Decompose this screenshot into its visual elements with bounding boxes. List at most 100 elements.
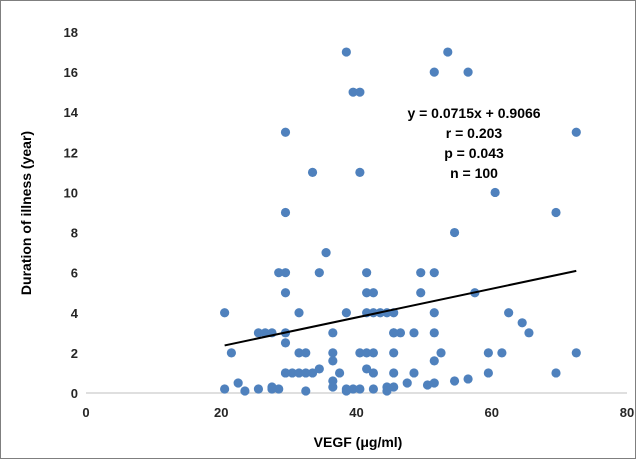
- data-point: [355, 348, 365, 358]
- data-point: [429, 67, 439, 77]
- data-point: [389, 328, 399, 338]
- data-point: [355, 87, 365, 97]
- data-point: [287, 368, 297, 378]
- data-point: [551, 368, 561, 378]
- y-tick-label: 8: [71, 226, 78, 241]
- data-point: [362, 268, 372, 278]
- data-point: [402, 378, 412, 388]
- data-point: [524, 328, 534, 338]
- data-point: [341, 308, 351, 318]
- data-point: [240, 386, 250, 396]
- data-point: [395, 328, 406, 338]
- x-tick-label: 0: [82, 405, 89, 420]
- data-point: [355, 384, 365, 394]
- data-point: [328, 348, 338, 358]
- annotation-p: p = 0.043: [444, 145, 504, 161]
- data-point: [497, 348, 507, 358]
- data-point: [362, 348, 372, 358]
- data-point: [429, 308, 439, 318]
- data-point: [274, 268, 284, 278]
- annotation-n: n = 100: [450, 165, 498, 181]
- data-point: [226, 348, 236, 358]
- trendline-layer: [224, 269, 577, 347]
- data-point: [253, 328, 264, 338]
- data-point: [220, 384, 230, 394]
- data-point: [368, 384, 379, 394]
- data-point: [389, 368, 399, 378]
- x-tick-label: 40: [349, 405, 363, 420]
- data-point: [328, 328, 338, 338]
- data-point: [443, 47, 453, 57]
- data-point: [436, 348, 446, 358]
- data-point: [368, 368, 379, 378]
- y-tick-label: 10: [64, 185, 78, 200]
- data-point: [301, 386, 311, 396]
- y-tick-label: 12: [64, 145, 78, 160]
- data-points: [220, 47, 581, 396]
- data-point: [314, 268, 324, 278]
- data-point: [220, 308, 230, 318]
- data-point: [449, 376, 460, 386]
- y-tick-label: 14: [64, 105, 79, 120]
- data-point: [409, 368, 419, 378]
- data-point: [280, 268, 291, 278]
- data-point: [463, 67, 473, 77]
- x-axis-title: VEGF (μg/ml): [314, 434, 403, 450]
- data-point: [490, 187, 500, 198]
- data-point: [280, 338, 291, 348]
- data-point: [429, 328, 439, 338]
- data-point: [253, 384, 264, 394]
- data-point: [280, 288, 291, 298]
- annotation-r: r = 0.203: [446, 125, 503, 141]
- annotation-equation: y = 0.0715x + 0.9066: [407, 105, 540, 121]
- data-point: [341, 47, 351, 57]
- data-point: [504, 308, 514, 318]
- data-point: [294, 308, 304, 318]
- data-point: [321, 248, 331, 258]
- data-point: [389, 382, 399, 392]
- y-tick-label: 6: [71, 266, 78, 281]
- data-point: [416, 288, 426, 298]
- x-tick-label: 80: [620, 405, 634, 420]
- data-point: [301, 368, 311, 378]
- data-point: [355, 167, 365, 177]
- trendline: [224, 269, 577, 347]
- y-tick-label: 4: [71, 306, 79, 321]
- data-point: [233, 378, 243, 388]
- data-point: [328, 356, 338, 366]
- data-point: [274, 384, 284, 394]
- x-tick-label: 20: [214, 405, 228, 420]
- data-point: [267, 384, 277, 394]
- y-tick-label: 16: [64, 65, 78, 80]
- data-point: [389, 348, 399, 358]
- data-point: [429, 268, 439, 278]
- data-point: [280, 368, 291, 378]
- axes: 0 20 40 60 80 0 2 4 6 8 10 12 14 16 18: [64, 25, 635, 420]
- data-point: [571, 348, 581, 358]
- x-tick-label: 60: [485, 405, 499, 420]
- data-point: [280, 207, 291, 218]
- data-point: [307, 368, 318, 378]
- y-tick-label: 18: [64, 25, 78, 40]
- annotation-block: y = 0.0715x + 0.9066 r = 0.203 p = 0.043…: [407, 105, 540, 181]
- data-point: [294, 368, 304, 378]
- data-point: [341, 384, 351, 394]
- data-point: [463, 374, 473, 384]
- data-point: [348, 384, 358, 394]
- data-point: [571, 127, 581, 137]
- y-tick-label: 2: [71, 346, 78, 361]
- data-point: [483, 368, 493, 378]
- data-point: [368, 348, 379, 358]
- data-point: [429, 356, 439, 366]
- data-point: [449, 227, 460, 238]
- data-point: [429, 378, 439, 388]
- data-point: [362, 364, 372, 374]
- y-tick-label: 0: [71, 386, 78, 401]
- data-point: [409, 328, 419, 338]
- data-point: [416, 268, 426, 278]
- data-point: [260, 328, 270, 338]
- data-point: [334, 368, 345, 378]
- data-point: [314, 364, 324, 374]
